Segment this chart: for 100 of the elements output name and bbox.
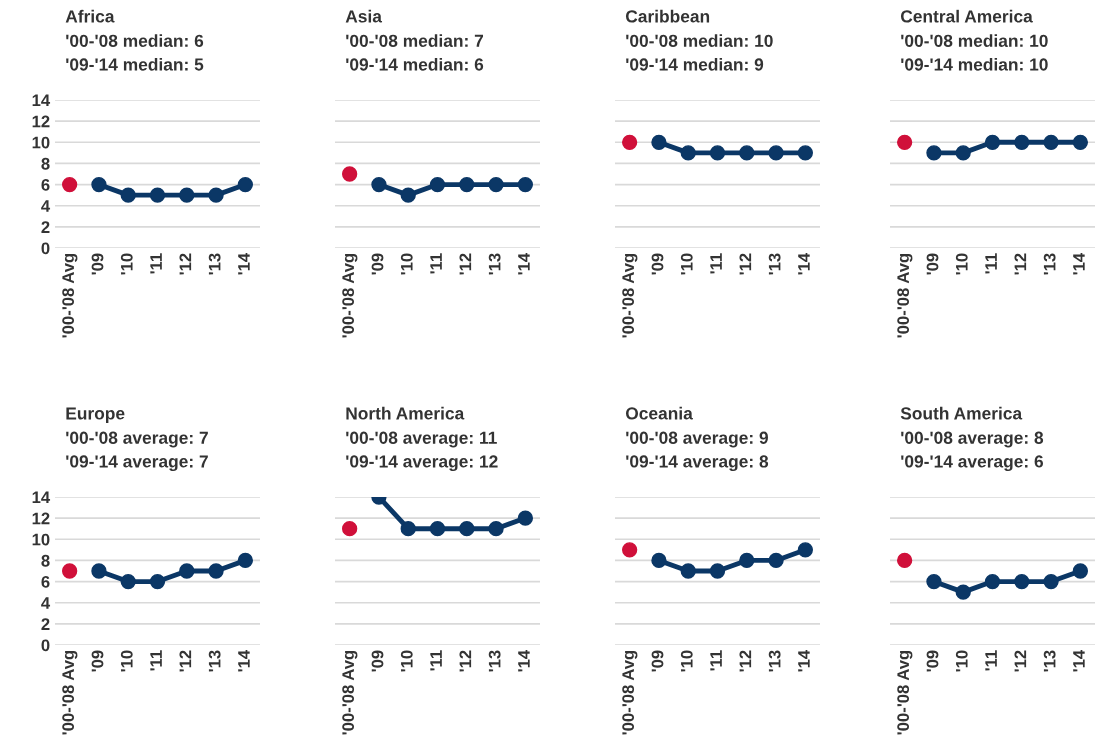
y-tick-label: 2: [41, 618, 50, 630]
point: [120, 573, 136, 590]
x-tick-label: '13: [208, 253, 221, 275]
x-tick-label: '13: [1043, 253, 1056, 275]
x-tick-label: '10: [120, 253, 133, 275]
y-tick-label: 14: [32, 491, 51, 504]
chart-title: Oceania: [625, 406, 693, 420]
x-tick-label: '14: [518, 252, 530, 275]
text: '00-'08 median: 10: [626, 34, 773, 47]
x-tick-label: '14: [1073, 252, 1085, 275]
x-tick-label: '13: [488, 253, 501, 275]
y-tick-label: 0: [41, 639, 50, 652]
text: '09-'14 average: 8: [626, 455, 769, 472]
text: '09-'14 median: 9: [626, 57, 764, 71]
x-tick-label: '11: [985, 253, 997, 274]
point: [149, 573, 166, 590]
point: [1072, 563, 1088, 579]
x-tick-label: '12: [459, 650, 472, 672]
y-tick-label: 2: [41, 221, 50, 233]
y-tick-label: 12: [32, 512, 50, 525]
y-tick-label: 4: [41, 200, 51, 212]
x-tick-label: '12: [459, 253, 472, 275]
x-tick-label: '09: [651, 253, 664, 275]
text: '09-'14 median: 5: [66, 57, 204, 71]
x-tick-label: '14: [798, 649, 810, 672]
chart-title: North America: [346, 406, 465, 420]
x-tick-label: '09: [926, 650, 939, 672]
x-tick-label: '10: [400, 650, 413, 672]
point: [984, 573, 1001, 590]
x-tick-label: '14: [238, 649, 250, 672]
point: [1043, 573, 1059, 590]
x-tick-label: '10: [680, 253, 693, 275]
x-tick-label: '14: [238, 252, 250, 275]
chart-title: Central America: [900, 9, 1033, 23]
y-tick-label: 8: [41, 554, 50, 567]
text: '09-'14 average: 12: [346, 455, 498, 472]
chart-title: Caribbean: [625, 9, 710, 23]
x-tick-label: '09: [91, 253, 104, 275]
x-tick-label: '12: [1014, 253, 1027, 275]
x-tick-label: '00-'08 Avg: [622, 253, 638, 338]
point: [208, 563, 224, 579]
x-tick-label: '09: [926, 253, 939, 275]
x-tick-label: '09: [371, 253, 384, 275]
y-tick-label: 0: [41, 242, 50, 255]
x-tick-label: '00-'08 Avg: [622, 650, 638, 735]
x-tick-label: '00-'08 Avg: [342, 650, 358, 735]
x-tick-label: '00-'08 Avg: [342, 253, 358, 338]
x-tick-label: '10: [680, 650, 693, 672]
y-tick-label: 14: [32, 94, 51, 107]
x-tick-label: '11: [985, 650, 997, 671]
text: '00-'08 median: 7: [346, 34, 484, 47]
y-tick-label: 12: [32, 115, 50, 128]
text: '09-'14 median: 6: [346, 57, 484, 71]
x-tick-label: '12: [739, 253, 752, 275]
text: '09-'14 average: 7: [66, 455, 208, 472]
point: [237, 552, 253, 569]
x-tick-label: '13: [208, 650, 221, 672]
x-tick-label: '11: [150, 253, 162, 274]
x-tick-label: '09: [91, 650, 104, 672]
x-tick-label: '14: [798, 252, 810, 275]
x-tick-label: '10: [955, 650, 968, 672]
x-tick-label: '10: [955, 253, 968, 275]
x-tick-label: '11: [710, 253, 722, 274]
text: '09-'14 average: 6: [901, 455, 1043, 472]
x-tick-label: '11: [710, 650, 722, 671]
point: [62, 563, 78, 579]
chart-title: Africa: [65, 9, 115, 23]
x-tick-label: '12: [179, 650, 192, 672]
y-tick-label: 6: [41, 178, 50, 191]
y-tick-label: 10: [32, 136, 50, 149]
chart-title: Asia: [345, 9, 383, 23]
point: [926, 573, 942, 590]
text: '00-'08 average: 9: [626, 431, 768, 448]
x-tick-label: '11: [430, 650, 442, 671]
x-tick-label: '10: [120, 650, 133, 672]
text: '00-'08 average: 7: [66, 431, 208, 448]
text: '00-'08 average: 11: [346, 431, 497, 448]
x-tick-label: '13: [488, 650, 501, 672]
x-tick-label: '13: [768, 253, 781, 275]
point: [897, 552, 913, 569]
x-tick-label: '00-'08 Avg: [897, 650, 913, 735]
x-tick-label: '12: [1014, 650, 1027, 672]
y-tick-label: 6: [41, 575, 50, 588]
chart-title: South America: [900, 406, 1023, 420]
x-tick-label: '13: [768, 650, 781, 672]
x-tick-label: '11: [150, 650, 162, 671]
y-tick-label: 4: [41, 597, 51, 609]
y-tick-label: 8: [41, 157, 50, 170]
point: [91, 563, 107, 579]
x-tick-label: '00-'08 Avg: [897, 253, 913, 338]
x-tick-label: '13: [1043, 650, 1056, 672]
text: '00-'08 median: 10: [901, 34, 1048, 47]
text: '00-'08 median: 6: [66, 34, 204, 47]
x-tick-label: '14: [1073, 649, 1085, 672]
point: [955, 584, 971, 600]
x-tick-label: '12: [179, 253, 192, 275]
x-tick-label: '10: [400, 253, 413, 275]
text: '00-'08 average: 8: [901, 431, 1044, 448]
text: '09-'14 median: 10: [901, 57, 1048, 71]
x-tick-label: '00-'08 Avg: [62, 253, 78, 338]
